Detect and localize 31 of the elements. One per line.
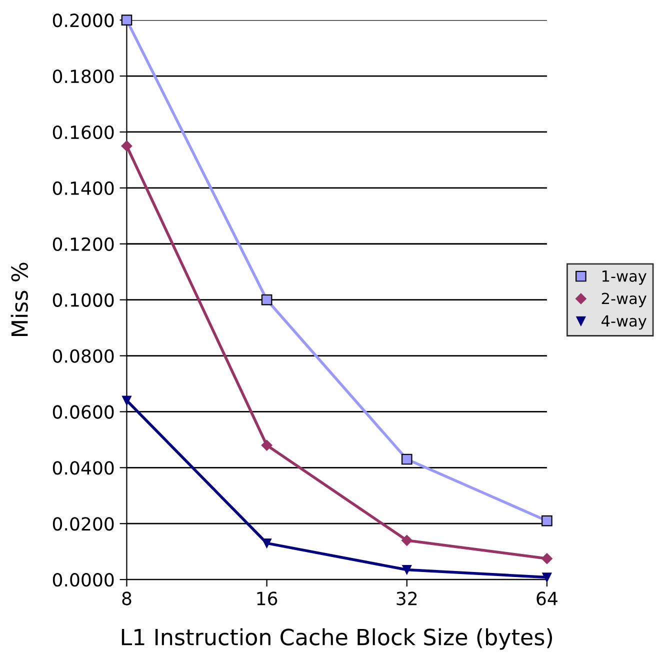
- point: [541, 553, 552, 564]
- point: [121, 140, 132, 152]
- point: [122, 396, 132, 406]
- y-tick-label: 0.0200: [52, 517, 114, 531]
- point: [402, 565, 412, 574]
- point: [401, 534, 412, 546]
- point: [401, 454, 412, 465]
- point: [262, 538, 272, 548]
- y-tick-label: 0.0400: [52, 461, 114, 475]
- legend-label: 1-way: [602, 270, 646, 285]
- y-axis-title: Miss %: [10, 262, 28, 336]
- x-tick-label: 64: [536, 592, 558, 606]
- legend-label: 4-way: [602, 315, 646, 330]
- y-tick-label: 0.1600: [52, 125, 114, 140]
- point: [261, 440, 272, 451]
- y-tick-label: 0.0600: [52, 405, 114, 419]
- x-tick-label: 32: [396, 592, 417, 606]
- y-tick-label: 0.1200: [52, 237, 114, 251]
- y-tick-label: 0.1000: [52, 293, 114, 307]
- x-tick-label: 16: [257, 592, 278, 606]
- x-tick-label: 8: [122, 592, 132, 606]
- y-tick-label: 0.0000: [52, 573, 114, 587]
- point: [542, 572, 552, 582]
- y-tick-label: 0.2000: [52, 14, 114, 28]
- point: [261, 294, 272, 306]
- y-tick-label: 0.0800: [52, 349, 114, 363]
- point: [542, 515, 552, 526]
- y-tick-label: 0.1400: [52, 181, 114, 196]
- legend-label: 2-way: [602, 292, 646, 308]
- x-axis-title: L1 Instruction Cache Block Size (bytes): [122, 628, 552, 650]
- y-tick-label: 0.1800: [52, 70, 114, 84]
